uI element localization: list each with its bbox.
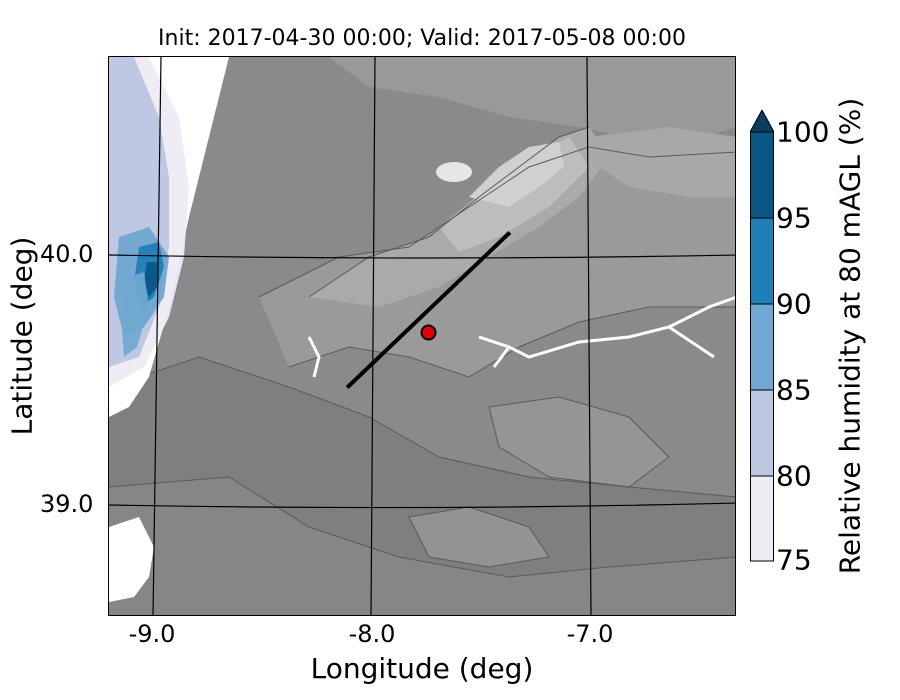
lat-tick-label: 39.0 [40, 490, 94, 518]
graticule [109, 57, 735, 615]
terrain-north [329, 57, 735, 147]
colorbar-level [750, 475, 774, 562]
colorbar-tick: 95 [776, 201, 812, 235]
terrain-summit [436, 162, 472, 182]
map-panel[interactable] [108, 56, 736, 616]
contour-lines [109, 126, 735, 578]
lat-tick-label: 40.0 [40, 240, 94, 268]
colorbar-label: Relative humidity at 80 mAGL (%) [833, 97, 867, 575]
colorbar-tick: 75 [776, 543, 812, 577]
colorbar-level [750, 217, 774, 305]
lon-tick-label: -8.0 [348, 620, 396, 648]
rh-shading [109, 57, 189, 387]
colorbar-tick: 90 [776, 287, 812, 321]
transect-line [345, 231, 512, 389]
terrain-central-hill [489, 397, 669, 487]
site-marker [420, 324, 437, 341]
y-axis-label: Latitude (deg) [5, 236, 39, 436]
map-title: Init: 2017-04-30 00:00; Valid: 2017-05-0… [158, 26, 686, 51]
terrain-hills [259, 147, 735, 377]
colorbar [750, 110, 774, 562]
south-nodata [109, 517, 154, 602]
lon-tick-label: -9.0 [128, 620, 176, 648]
terrain-ne-ridge [589, 127, 735, 197]
colorbar-extend-arrow [750, 110, 774, 133]
colorbar-tick: 100 [776, 115, 830, 149]
terrain-lowland-south [109, 477, 735, 615]
x-axis-label: Longitude (deg) [310, 652, 534, 685]
colorbar-level [750, 389, 774, 477]
colorbar-tick: 80 [776, 459, 812, 493]
rivers [307, 296, 735, 378]
colorbar-level [750, 131, 774, 219]
terrain-map [109, 57, 735, 615]
lon-tick-label: -7.0 [566, 620, 614, 648]
colorbar-level [750, 303, 774, 391]
colorbar-tick: 85 [776, 373, 812, 407]
